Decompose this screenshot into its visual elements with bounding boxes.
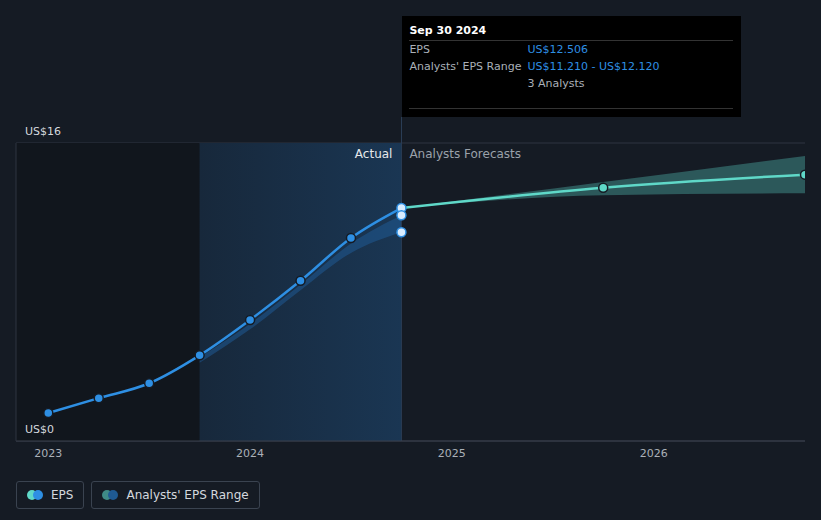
svg-text:US$0: US$0 [25,423,54,436]
html-text:EPS: EPS [51,488,74,502]
svg-text:2023: 2023 [34,447,62,460]
svg-text:2025: 2025 [438,447,466,460]
html-text:Analysts' EPS Range: Analysts' EPS Range [126,488,249,502]
svg-text:2024: 2024 [236,447,264,460]
html-text:Analysts' EPS Range: Analysts' EPS Range [409,60,522,73]
html-text:Analysts Forecasts: Analysts Forecasts [409,147,522,161]
svg-text:US$16: US$16 [25,125,61,138]
html-text:3 Analysts: 3 Analysts [527,77,585,90]
svg-text:2026: 2026 [640,447,668,460]
html-text:Sep 30 2024: Sep 30 2024 [409,24,487,37]
html-text:Actual: Actual [354,147,393,161]
html-text:EPS: EPS [409,43,430,56]
html-text:US$12.506: US$12.506 [527,43,588,56]
html-text:US$11.210 - US$12.120: US$11.210 - US$12.120 [527,60,660,73]
